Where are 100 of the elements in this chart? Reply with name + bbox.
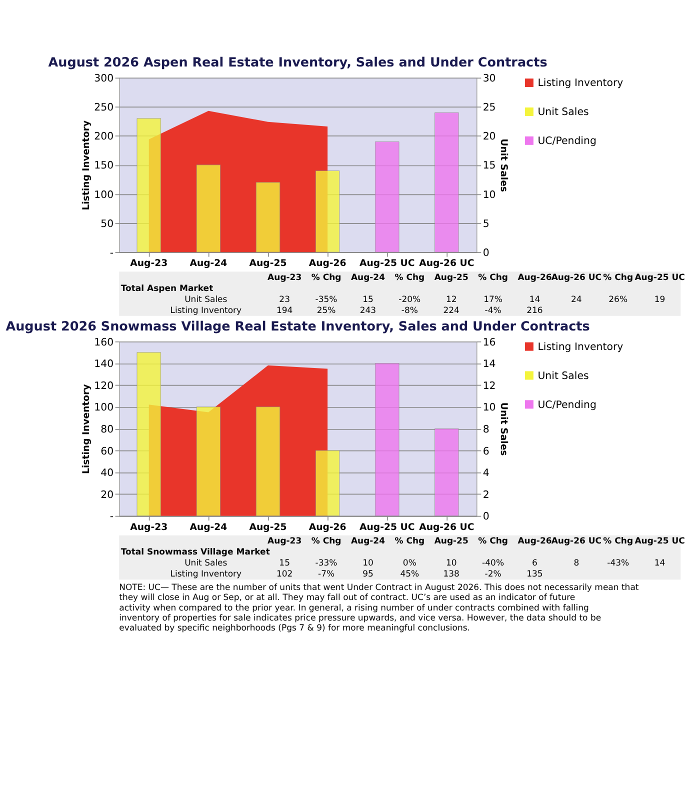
text: Aug-23 [268, 536, 302, 547]
y-tick-label: 80 [100, 424, 114, 436]
text: % Chg [311, 536, 342, 547]
text: Listing Inventory [170, 570, 242, 580]
text: 14 [654, 558, 666, 569]
chart-title: August 2026 Snowmass Village Real Estate Inventory, Sales and Under Contracts [6, 319, 590, 334]
text: 102 [276, 570, 293, 580]
text: 15 [362, 294, 374, 305]
text: Aug-23 [268, 272, 302, 283]
text: Aug-26 UC [551, 272, 602, 283]
text: Unit Sales [184, 294, 228, 305]
text: 26% [608, 294, 628, 305]
y2-tick-label: 6 [482, 446, 490, 458]
text: -7% [318, 570, 335, 580]
legend-label: Listing Inventory [538, 78, 624, 90]
x-tick-label: Aug-26 UC [419, 258, 474, 270]
y2-axis-title: Unit Sales [498, 138, 509, 192]
x-tick-label: Aug-25 [249, 522, 287, 533]
text: 0% [402, 558, 416, 569]
chart-title: August 2026 Aspen Real Estate Inventory, Sales and Under Contracts [48, 56, 548, 71]
legend-label: Unit Sales [538, 370, 589, 382]
legend-label: UC/Pending [538, 400, 596, 411]
text: 243 [360, 306, 376, 316]
text: % Chg [394, 272, 425, 283]
text: 138 [443, 570, 460, 580]
x-tick-label: Aug-23 [130, 258, 168, 270]
text: 19 [654, 294, 666, 305]
text: NOTE: UC— These are the number of units that went Under Contract in August 2026. This does not necessarily mean that they will close in Aug or Sep, or at all. They may fall out of contract. UC’s are used as an indicator of future activity when compared to the prior year. In general, a rising number of under contracts combined with falling inventory of properties for sale indicates price pressure upwards, and vice versa. However, the data should to be evaluated by specific neighborhoods (Pgs 7 & 9) for more meaningful conclusions. [119, 582, 640, 634]
y2-tick-label: 16 [482, 337, 496, 348]
text: -4% [484, 306, 502, 316]
text: -35% [315, 294, 338, 305]
text: 10 [362, 558, 374, 569]
y2-tick-label: 10 [482, 402, 496, 414]
x-tick-label: Aug-23 [130, 522, 168, 533]
y-tick-label: 40 [100, 468, 114, 480]
y-tick-label: 60 [100, 446, 114, 458]
text: % Chg [603, 272, 634, 283]
y2-tick-label: 15 [482, 160, 496, 172]
text: 25% [316, 306, 336, 316]
text: Aug-26 [518, 536, 552, 547]
text: 95 [362, 570, 374, 580]
x-tick-label: Aug-26 [308, 258, 346, 270]
x-tick-label: Aug-25 UC [360, 258, 415, 270]
text: Aug-24 [350, 272, 386, 283]
x-tick-label: Aug-26 [308, 522, 346, 533]
text: 24 [571, 294, 582, 305]
x-tick-label: Aug-24 [190, 258, 228, 270]
y2-tick-label: 0 [482, 512, 490, 523]
y-tick-label: 140 [94, 359, 114, 370]
y-tick-label: 20 [100, 490, 114, 501]
y-tick-label: 150 [94, 160, 114, 172]
text: Total Aspen Market [120, 284, 214, 294]
legend-label: Listing Inventory [538, 342, 624, 353]
y-tick-label: 160 [94, 337, 114, 348]
y-tick-label: - [110, 512, 114, 523]
x-tick-label: Aug-24 [190, 522, 228, 533]
text: Aug-26 UC [551, 536, 602, 547]
text: 12 [446, 294, 457, 305]
y-tick-label: - [110, 248, 114, 259]
text: % Chg [311, 272, 342, 283]
y-axis-title: Listing Inventory [80, 384, 92, 474]
text: 194 [276, 306, 293, 316]
text: % Chg [478, 536, 508, 547]
y2-tick-label: 25 [482, 102, 496, 114]
y2-tick-label: 2 [482, 490, 490, 501]
y2-axis-title: Unit Sales [498, 402, 509, 456]
text: Unit Sales [184, 558, 228, 569]
y2-tick-label: 0 [482, 248, 490, 259]
text: 8 [574, 558, 580, 569]
y2-tick-label: 14 [482, 359, 496, 370]
y2-tick-label: 10 [482, 190, 496, 201]
x-tick-label: Aug-25 UC [360, 522, 415, 533]
text: -20% [398, 294, 421, 305]
text: % Chg [603, 536, 634, 547]
text: 216 [526, 306, 543, 316]
text: 17% [484, 294, 502, 305]
text: 14 [529, 294, 540, 305]
legend-label: UC/Pending [538, 136, 596, 148]
text: Aug-26 [518, 272, 552, 283]
text: Aug-25 UC [634, 272, 685, 283]
text: 224 [443, 306, 460, 316]
text: 135 [526, 570, 543, 580]
y2-tick-label: 20 [482, 132, 496, 143]
text: Listing Inventory [170, 306, 242, 316]
text: Aug-24 [350, 536, 386, 547]
text: -33% [315, 558, 338, 569]
text: Total Snowmass Village Market [120, 548, 270, 558]
y-tick-label: 300 [94, 74, 114, 85]
text: -40% [482, 558, 504, 569]
y2-tick-label: 30 [482, 74, 496, 85]
y-tick-label: 250 [94, 102, 114, 114]
text: 10 [446, 558, 457, 569]
y-tick-label: 100 [94, 402, 114, 414]
text: 15 [279, 558, 290, 569]
text: 6 [532, 558, 538, 569]
y-tick-label: 50 [100, 218, 114, 230]
text: Aug-25 [434, 536, 468, 547]
y2-tick-label: 4 [482, 468, 490, 480]
text: -8% [401, 306, 418, 316]
text: % Chg [394, 536, 425, 547]
